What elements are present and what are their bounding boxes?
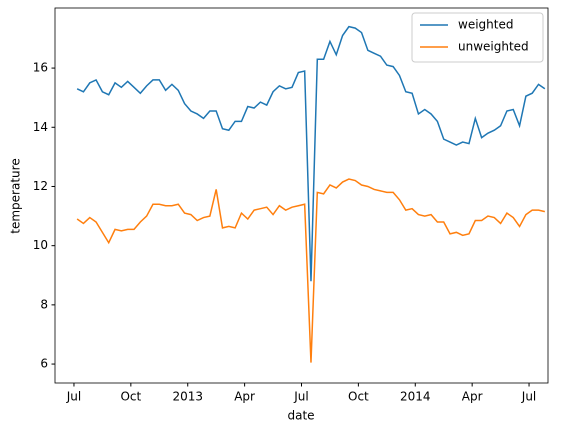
series-line — [76, 178, 546, 363]
y-tick-label: 16 — [33, 61, 48, 75]
x-tick-label: Oct — [348, 390, 369, 404]
x-tick-label: Apr — [234, 390, 255, 404]
series-line — [76, 25, 546, 282]
x-tick-label: Apr — [462, 390, 483, 404]
legend-label: weighted — [458, 18, 513, 32]
y-tick-label: 12 — [33, 179, 48, 193]
y-tick-label: 6 — [40, 357, 48, 371]
x-tick-label: 2013 — [172, 390, 203, 404]
x-tick-label: Oct — [120, 390, 141, 404]
legend-label: unweighted — [458, 40, 529, 54]
y-tick-label: 8 — [40, 297, 48, 311]
plot-frame — [54, 7, 549, 384]
y-axis-label: temperature — [9, 158, 23, 233]
y-tick-label: 14 — [33, 120, 48, 134]
y-tick-label: 10 — [33, 238, 48, 252]
x-tick-label: Jul — [66, 390, 81, 404]
x-axis-label: date — [287, 409, 314, 423]
x-tick-label: Jul — [293, 390, 308, 404]
x-tick-label: 2014 — [400, 390, 431, 404]
x-tick-label: Jul — [521, 390, 536, 404]
